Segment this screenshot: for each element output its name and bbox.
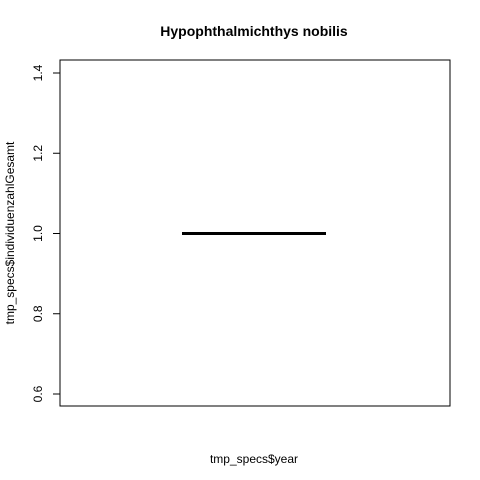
- y-tick-label: 1.0: [31, 225, 45, 242]
- y-tick-label: 1.4: [31, 64, 45, 81]
- chart-title: Hypophthalmichthys nobilis: [160, 23, 348, 39]
- x-axis-label: tmp_specs$year: [210, 452, 298, 466]
- y-axis-label: tmp_specs$individuenzahlGesamt: [3, 141, 17, 324]
- y-tick-label: 0.8: [31, 305, 45, 322]
- y-axis: 0.6 0.8 1.0 1.2 1.4: [31, 64, 61, 402]
- y-tick-label: 0.6: [31, 385, 45, 402]
- y-tick-label: 1.2: [31, 145, 45, 162]
